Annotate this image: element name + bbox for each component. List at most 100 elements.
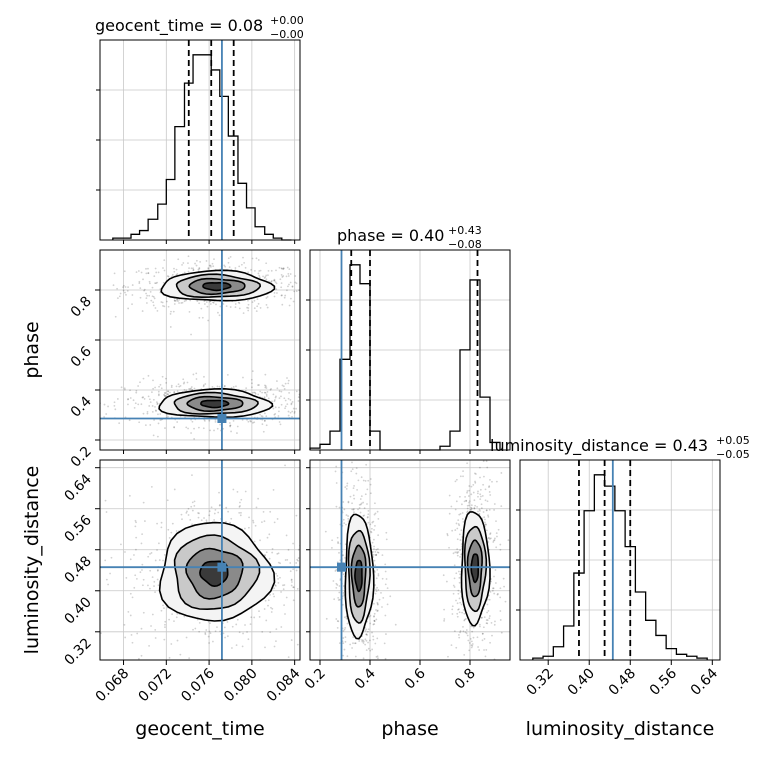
sample-point [127,398,129,401]
sample-point [373,529,375,531]
sample-point [499,543,502,546]
sample-point [461,512,464,514]
sample-point [151,286,154,289]
sample-point [373,513,376,516]
sample-point [218,314,221,317]
sample-point [459,539,462,541]
sample-point [480,616,483,619]
sample-point [127,398,130,400]
sample-point [198,266,201,269]
sample-point [291,415,293,418]
sample-point [140,271,143,274]
sample-point [479,675,481,677]
sample-point [295,407,298,410]
sample-point [364,638,367,641]
sample-point [453,577,456,580]
sample-point [345,488,348,490]
sample-point [164,392,167,394]
sample-point [294,275,297,277]
sample-point [172,310,175,313]
sample-point [370,530,372,533]
sample-point [484,518,486,521]
sample-point [263,396,266,399]
sample-point [291,285,294,288]
sample-point [362,642,365,644]
sample-point [267,599,270,602]
sample-point [455,500,458,503]
sample-point [283,397,286,400]
sample-point [343,616,346,619]
sample-point [460,553,463,556]
sample-point [347,517,350,520]
sample-point [192,269,195,271]
sample-point [227,672,229,674]
sample-point [485,619,488,621]
sample-point [330,415,332,417]
x-tick-label: 0.084 [264,665,304,705]
sample-point [481,632,484,635]
sample-point [250,420,252,423]
sample-point [450,644,453,647]
sample-point [129,397,132,399]
sample-point [288,268,291,270]
sample-point [336,620,339,622]
sample-point [181,263,183,266]
sample-point [292,586,295,589]
sample-point [209,303,212,305]
sample-point [313,589,315,591]
sample-point [128,494,131,497]
sample-point [295,282,298,285]
sample-point [316,316,318,318]
x-tick-label: 0.32 [524,666,557,699]
sample-point [103,403,106,406]
sample-point [150,552,153,554]
sample-point [468,489,471,492]
sample-point [459,573,461,576]
sample-point [373,571,376,573]
sample-point [463,618,466,621]
sample-point [366,503,368,505]
sample-point [264,646,266,649]
sample-point [189,299,192,302]
sample-point [159,413,162,415]
sample-point [330,588,332,590]
sample-point [280,274,283,276]
sample-point [119,292,122,295]
sample-point [307,530,309,532]
sample-point [292,407,295,410]
sample-point [188,657,191,659]
sample-point [386,587,389,590]
sample-point [453,564,456,567]
sample-point [346,655,349,658]
sample-point [209,264,212,267]
sample-point [349,680,351,682]
title-upper-error: +0.43 [448,224,482,237]
sample-point [487,537,490,540]
sample-point [162,267,164,269]
sample-point [263,412,266,415]
sample-point [195,259,198,262]
sample-point [463,612,466,615]
sample-point [236,425,239,428]
sample-point [209,622,211,625]
sample-point [357,479,360,482]
sample-point [386,603,389,606]
sample-point [157,584,160,587]
sample-point [290,584,293,587]
sample-point [352,636,355,639]
sample-point [187,262,189,265]
sample-point [192,269,195,271]
sample-point [135,577,138,580]
sample-point [261,415,264,418]
sample-point [104,559,107,562]
sample-point [141,584,144,587]
sample-point [252,421,254,424]
sample-point [185,389,188,392]
sample-point [375,548,378,551]
sample-point [168,536,171,539]
sample-point [255,310,258,313]
sample-point [479,466,481,469]
sample-point [463,653,466,656]
sample-point [177,383,180,386]
sample-point [291,401,294,403]
